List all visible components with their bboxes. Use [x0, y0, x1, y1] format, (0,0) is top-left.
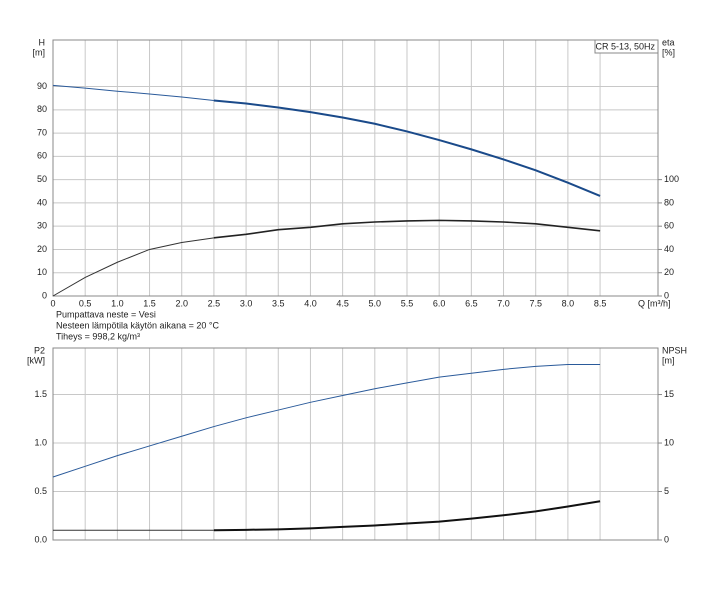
curve	[213, 500, 601, 532]
fluid-note: Tiheys = 998,2 kg/m³	[56, 331, 140, 341]
y-tick-label: 60	[37, 151, 47, 161]
y-axis-title: P2	[34, 345, 45, 355]
curve	[52, 363, 601, 478]
y2-axis-unit: [m]	[662, 355, 675, 365]
curve	[213, 219, 601, 239]
y-tick-label: 0.5	[34, 486, 47, 496]
y2-tick-label: 20	[664, 267, 674, 277]
y-tick-label: 1.0	[34, 437, 47, 447]
x-tick-label: 1.5	[143, 298, 156, 308]
curve	[213, 99, 601, 197]
x-tick-label: 0.5	[79, 298, 92, 308]
y-tick-label: 1.5	[34, 389, 47, 399]
y-tick-label: 10	[37, 267, 47, 277]
fluid-note: Pumpattava neste = Vesi	[56, 309, 156, 319]
y-tick-label: 70	[37, 127, 47, 137]
x-tick-label: 4.5	[336, 298, 349, 308]
y2-axis-title: eta	[662, 37, 675, 47]
plot-frame	[52, 347, 659, 541]
y-axis-unit: [m]	[33, 47, 46, 57]
y2-tick-label: 80	[664, 197, 674, 207]
x-tick-label: 5.5	[401, 298, 414, 308]
x-tick-label: 6.5	[465, 298, 478, 308]
x-tick-label: 8.5	[594, 298, 607, 308]
plot-frame	[52, 39, 659, 297]
y-tick-label: 0	[42, 290, 47, 300]
y2-tick-label: 15	[664, 389, 674, 399]
y2-tick-label: 60	[664, 221, 674, 231]
x-tick-label: 8.0	[562, 298, 575, 308]
fluid-note: Nesteen lämpötila käytön aikana = 20 °C	[56, 320, 219, 330]
curve	[52, 237, 214, 297]
y-axis-unit: [kW]	[27, 355, 45, 365]
x-tick-label: 0	[50, 298, 55, 308]
y-tick-label: 80	[37, 104, 47, 114]
curve	[52, 84, 214, 102]
x-tick-label: 7.5	[529, 298, 542, 308]
y2-tick-label: 5	[664, 486, 669, 496]
y2-tick-label: 100	[664, 174, 679, 184]
y-tick-label: 40	[37, 197, 47, 207]
y2-tick-label: 0	[664, 534, 669, 544]
y2-axis-title: NPSH	[662, 345, 687, 355]
x-tick-label: 3.5	[272, 298, 285, 308]
x-axis-title: Q [m³/h]	[638, 298, 671, 308]
x-tick-label: 2.0	[175, 298, 188, 308]
y2-tick-label: 0	[664, 290, 669, 300]
y2-axis-unit: [%]	[662, 47, 675, 57]
x-tick-label: 1.0	[111, 298, 124, 308]
x-tick-label: 4.0	[304, 298, 317, 308]
chart-title: CR 5-13, 50Hz	[595, 41, 655, 51]
y-axis-title: H	[39, 37, 46, 47]
y2-tick-label: 10	[664, 437, 674, 447]
x-tick-label: 6.0	[433, 298, 446, 308]
y-tick-label: 50	[37, 174, 47, 184]
y2-tick-label: 40	[664, 244, 674, 254]
y-tick-label: 0.0	[34, 534, 47, 544]
x-tick-label: 5.0	[369, 298, 382, 308]
y-tick-label: 30	[37, 221, 47, 231]
x-tick-label: 2.5	[208, 298, 221, 308]
title-box	[594, 39, 659, 54]
y-tick-label: 90	[37, 81, 47, 91]
x-tick-label: 3.0	[240, 298, 253, 308]
y-tick-label: 20	[37, 244, 47, 254]
x-tick-label: 7.0	[497, 298, 510, 308]
